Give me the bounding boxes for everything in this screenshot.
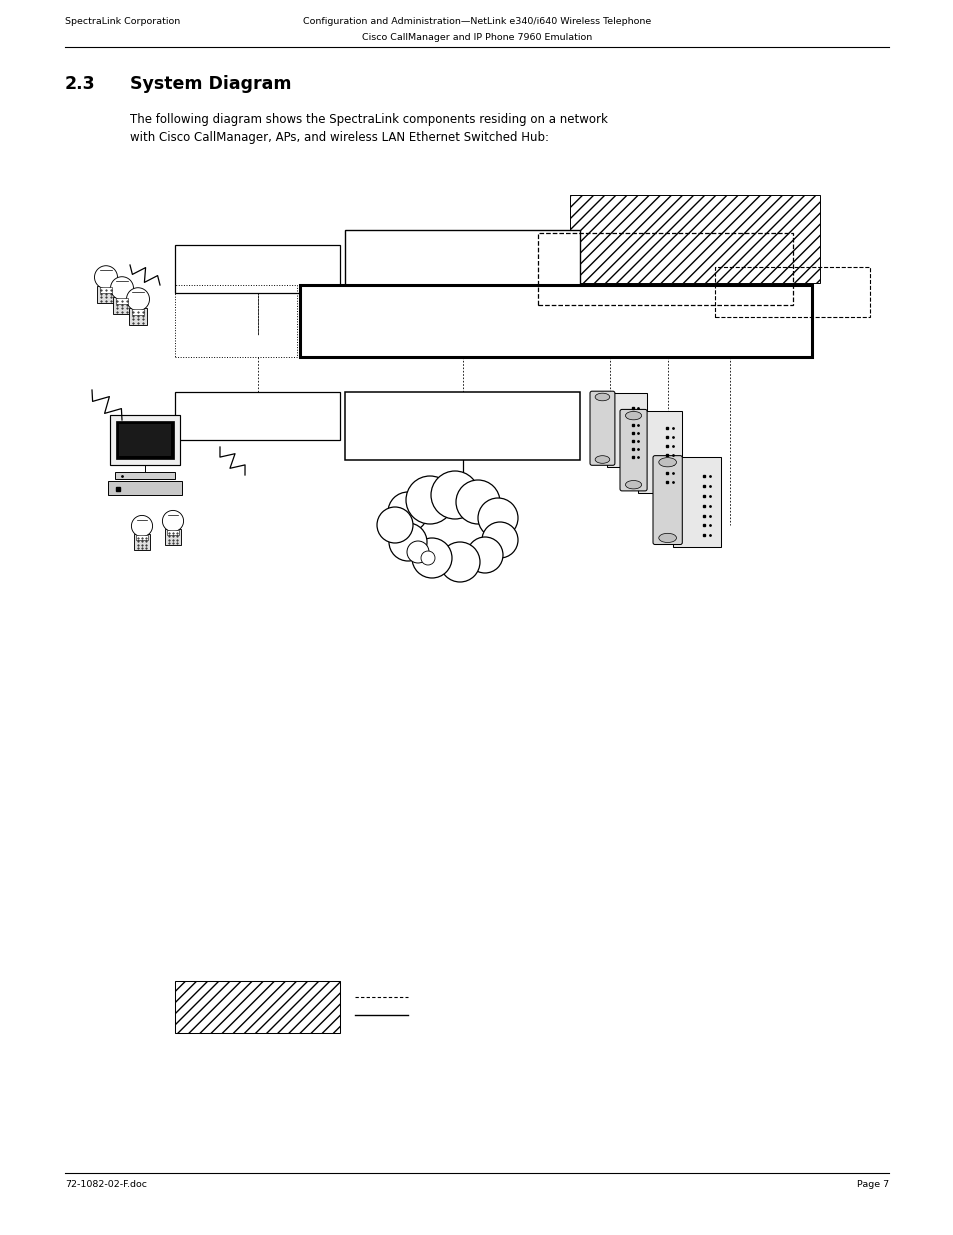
Bar [672, 457, 720, 547]
Text: with Cisco CallManager, APs, and wireless LAN Ethernet Switched Hub:: with Cisco CallManager, APs, and wireles… [130, 131, 548, 144]
Circle shape [127, 288, 150, 311]
Ellipse shape [595, 456, 609, 463]
Circle shape [412, 538, 452, 578]
FancyBboxPatch shape [652, 456, 681, 545]
Circle shape [407, 541, 429, 563]
Bar [132, 309, 144, 315]
Circle shape [439, 542, 479, 582]
Bar [130, 308, 147, 325]
Circle shape [467, 537, 502, 573]
Text: 2.3: 2.3 [65, 75, 95, 93]
Bar [119, 424, 171, 456]
Bar [168, 530, 178, 535]
Bar [113, 296, 131, 314]
Bar [174, 391, 339, 440]
Bar [537, 233, 792, 305]
Circle shape [481, 522, 517, 558]
Circle shape [389, 522, 427, 561]
Text: System Diagram: System Diagram [130, 75, 292, 93]
Bar [116, 298, 128, 304]
Bar [638, 411, 681, 493]
Bar [174, 981, 339, 1032]
Circle shape [162, 510, 183, 531]
Circle shape [376, 508, 413, 543]
Text: 72-1082-02-F.doc: 72-1082-02-F.doc [65, 1179, 147, 1189]
Text: Configuration and Administration—NetLink e340/i640 Wireless Telephone: Configuration and Administration—NetLink… [302, 17, 651, 26]
Circle shape [431, 471, 478, 519]
Circle shape [406, 475, 454, 524]
Bar [97, 285, 114, 303]
Bar [134, 534, 150, 550]
Ellipse shape [387, 493, 512, 568]
Bar [136, 535, 148, 540]
Ellipse shape [625, 480, 641, 489]
Circle shape [420, 551, 435, 564]
Ellipse shape [659, 458, 676, 467]
Text: SpectraLink Corporation: SpectraLink Corporation [65, 17, 180, 26]
Bar [569, 195, 820, 283]
Circle shape [388, 492, 428, 532]
Ellipse shape [659, 534, 676, 542]
Bar [345, 391, 579, 459]
Circle shape [456, 480, 499, 524]
FancyBboxPatch shape [589, 391, 615, 466]
Bar [174, 285, 296, 357]
Bar [299, 285, 811, 357]
Bar [115, 472, 174, 479]
Text: The following diagram shows the SpectraLink components residing on a network: The following diagram shows the SpectraL… [130, 112, 607, 126]
Ellipse shape [595, 393, 609, 401]
Circle shape [94, 266, 117, 289]
Bar [100, 287, 112, 293]
Text: Page 7: Page 7 [856, 1179, 888, 1189]
Circle shape [477, 498, 517, 538]
Text: Cisco CallManager and IP Phone 7960 Emulation: Cisco CallManager and IP Phone 7960 Emul… [361, 33, 592, 42]
Bar [606, 393, 646, 467]
Bar [116, 421, 173, 459]
Circle shape [111, 277, 133, 300]
Bar [108, 480, 182, 495]
Bar [165, 529, 181, 545]
Ellipse shape [625, 411, 641, 420]
FancyBboxPatch shape [619, 410, 646, 490]
Bar [345, 230, 579, 310]
Circle shape [132, 515, 152, 536]
Bar [714, 267, 869, 317]
Bar [174, 245, 339, 293]
Bar [110, 415, 180, 466]
